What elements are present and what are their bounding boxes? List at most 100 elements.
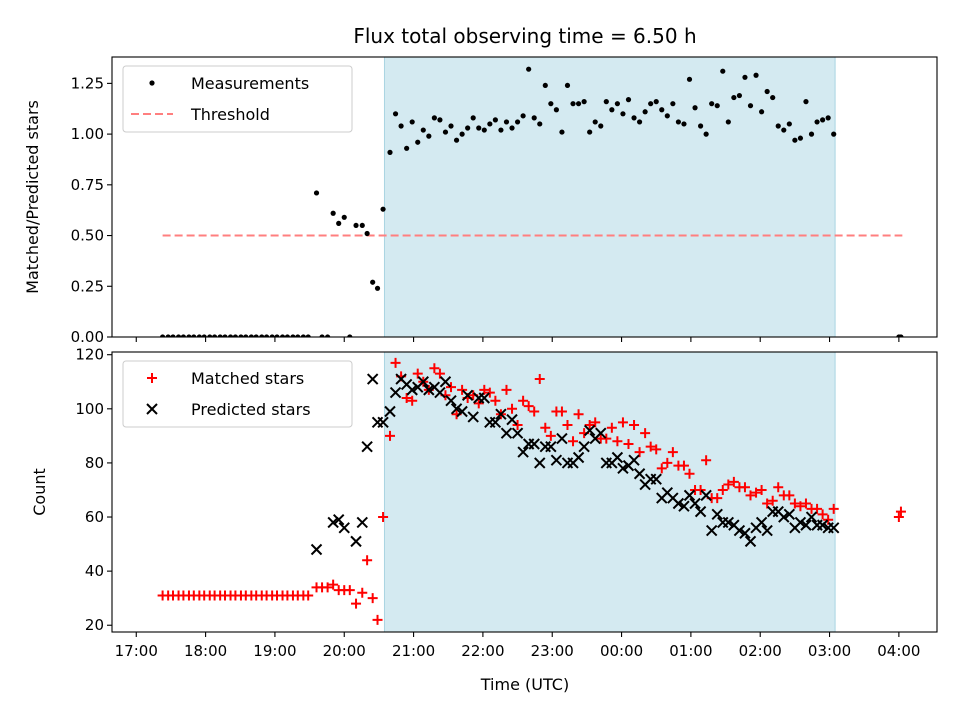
measurement-point (232, 334, 239, 337)
measurement-point (420, 127, 426, 133)
measurement-point (692, 105, 698, 111)
matched-point (667, 447, 678, 458)
series-plus (157, 357, 906, 625)
measurement-point (531, 115, 537, 121)
measurement-point (703, 131, 709, 137)
measurement-point (898, 334, 904, 337)
matched-point (322, 582, 333, 593)
matched-point (429, 363, 440, 374)
observing-window-band (383, 351, 836, 633)
matched-point (784, 490, 795, 501)
x-tick-label: 03:00 (808, 642, 851, 660)
x-tick-label: 17:00 (115, 642, 158, 660)
legend-matched-swatch (147, 373, 157, 383)
matched-point (756, 484, 767, 495)
measurement-point (537, 121, 543, 127)
predicted-point (739, 527, 751, 539)
measurement-point (636, 119, 643, 125)
measurement-point (642, 109, 648, 115)
matched-point (512, 420, 523, 431)
measurement-point (259, 334, 265, 337)
measurement-point (592, 119, 598, 125)
matched-point (378, 512, 389, 523)
matched-point (562, 420, 573, 431)
measurement-point (831, 131, 837, 137)
measurement-point (409, 119, 415, 125)
measurement-point (295, 334, 301, 337)
measurement-point (341, 214, 347, 220)
legend-label: Threshold (190, 105, 270, 124)
matched-point (357, 587, 368, 598)
predicted-point (672, 497, 685, 510)
predicted-point (377, 416, 389, 429)
matched-point (656, 463, 667, 474)
matched-point (695, 484, 706, 495)
matched-point (640, 428, 651, 439)
measurement-point (222, 334, 228, 337)
measurement-point (279, 334, 286, 337)
matched-point (556, 406, 567, 417)
matched-point (828, 503, 839, 514)
measurement-point (620, 111, 626, 117)
predicted-point (711, 508, 723, 521)
matched-point (407, 395, 418, 406)
measurement-point (808, 131, 815, 137)
predicted-point (689, 497, 701, 510)
matched-point (800, 498, 811, 509)
measurement-point (681, 121, 687, 127)
predicted-point (338, 522, 350, 534)
measurement-point (431, 115, 437, 121)
predicted-point (517, 446, 529, 458)
y-tick-label: 1.25 (71, 74, 104, 92)
measurement-point (359, 222, 365, 229)
predicted-point (583, 424, 596, 437)
predicted-point (350, 535, 362, 548)
measurement-point (284, 334, 290, 337)
measurement-point (759, 109, 765, 115)
measurement-point (520, 113, 526, 119)
measurement-point (459, 131, 465, 137)
y-axis-label: Matched/Predicted stars (23, 100, 42, 294)
x-tick-label: 18:00 (184, 642, 227, 660)
measurement-point (498, 127, 504, 133)
x-tick-label: 19:00 (253, 642, 296, 660)
predicted-point (550, 454, 563, 466)
matched-point (367, 593, 378, 604)
chart-title: Flux total observing time = 6.50 h (353, 24, 696, 48)
y-tick-label: 120 (75, 346, 104, 364)
chart-panels: 0.00 0.25 0.50 0.75 1.00 1.25 Matched/Predicte… (23, 56, 938, 660)
measurement-point (476, 125, 482, 131)
measurement-point (542, 82, 548, 89)
measurement-point (631, 115, 637, 121)
predicted-point (705, 524, 718, 537)
matched-point (351, 598, 362, 609)
measurement-point (387, 149, 393, 155)
measurement-point (820, 117, 826, 123)
matched-point (617, 417, 628, 428)
predicted-point (489, 416, 502, 429)
measurement-point (290, 334, 296, 337)
y-tick-label: 0.25 (71, 277, 104, 295)
predicted-point (755, 516, 768, 529)
matched-point (523, 401, 534, 412)
matched-point (529, 406, 540, 417)
predicted-point (461, 389, 474, 401)
matched-point (893, 512, 904, 523)
y-tick-label: 0.75 (71, 176, 104, 194)
measurement-point (526, 66, 532, 72)
matched-point (684, 468, 695, 479)
measurement-point (742, 74, 748, 80)
y-tick-label: 80 (85, 454, 104, 472)
matched-point (457, 384, 468, 395)
predicted-point (417, 376, 429, 388)
predicted-point (578, 440, 590, 453)
measurement-point (736, 92, 743, 99)
predicted-point (805, 511, 818, 523)
measurement-point (227, 334, 234, 337)
measurement-point (465, 125, 471, 131)
measurement-point (570, 101, 576, 107)
predicted-point (439, 376, 452, 388)
matched-point (568, 436, 579, 447)
predicted-point (500, 427, 513, 439)
measurement-point (207, 334, 213, 337)
